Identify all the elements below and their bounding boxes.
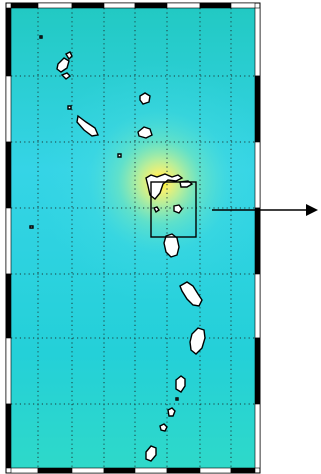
island-mid-c <box>153 206 160 214</box>
frame-segment <box>199 2 232 9</box>
island-south-c <box>159 423 168 432</box>
frame-segment <box>230 2 256 9</box>
frame-segment <box>254 207 261 275</box>
frame-segment <box>103 2 136 9</box>
frame-segment <box>254 273 261 339</box>
island-mid-a <box>179 281 203 307</box>
frame-segment <box>254 403 261 469</box>
island-inset-small <box>173 204 183 214</box>
frame-segment <box>254 75 261 143</box>
frame-segment <box>37 2 73 9</box>
frame-segment <box>166 2 201 9</box>
map-frame <box>5 2 261 474</box>
frame-segment <box>71 467 105 474</box>
islands-layer <box>29 35 206 462</box>
frame-segment <box>5 75 12 143</box>
frame-segment <box>5 207 12 275</box>
frame-segment <box>10 2 39 9</box>
frame-segment <box>254 7 261 77</box>
island-northwest-d <box>76 114 99 137</box>
island-south-of-inset <box>163 233 180 258</box>
frame-segment <box>103 467 136 474</box>
sea-surface <box>11 8 255 468</box>
island-northwest-a <box>56 57 70 73</box>
frame-segment <box>10 467 39 474</box>
frame-segment <box>166 467 201 474</box>
gridlines <box>11 8 255 468</box>
island-mid-b <box>189 327 206 355</box>
frame-segment <box>5 337 12 405</box>
frame-segment <box>134 467 168 474</box>
island-north-center-a <box>139 92 151 105</box>
frame-segment <box>254 337 261 405</box>
island-northwest-b <box>65 51 73 61</box>
island-south-a <box>175 375 186 393</box>
frame-segment <box>5 403 12 469</box>
inset-box <box>150 181 197 238</box>
islet-cluster-d <box>29 225 34 229</box>
frame-segment <box>5 273 12 339</box>
frame-segment <box>5 7 12 77</box>
islet-cluster-c <box>39 35 43 39</box>
frame-segment <box>5 141 12 209</box>
frame-segment <box>254 141 261 209</box>
frame-segment <box>134 2 168 9</box>
frame-segment <box>199 467 232 474</box>
island-northwest-e <box>67 105 72 110</box>
frame-segment <box>37 467 73 474</box>
frame-segment <box>71 2 105 9</box>
islet-cluster-a <box>117 153 122 158</box>
island-north-center-b <box>137 126 153 139</box>
island-northwest-c <box>60 72 72 80</box>
frame-segment <box>230 467 256 474</box>
islet-cluster-b <box>175 397 179 401</box>
island-south-d <box>145 445 157 462</box>
island-south-b <box>167 407 176 417</box>
